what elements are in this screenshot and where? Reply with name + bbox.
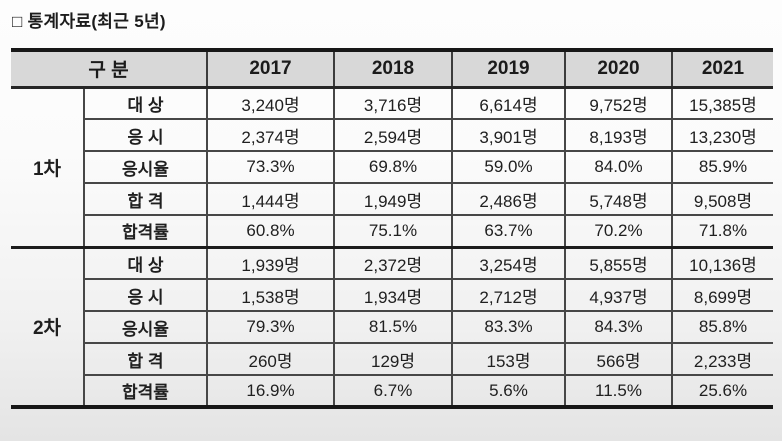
table-cell: 566명 xyxy=(564,342,672,375)
table-cell: 79.3% xyxy=(206,310,334,343)
table-header-row: 구 분 2017 2018 2019 2020 2021 xyxy=(11,50,773,89)
header-year-2020: 2020 xyxy=(564,50,672,89)
table-cell: 81.5% xyxy=(333,310,452,343)
table-row: 합 격 260명 129명 153명 566명 2,233명 xyxy=(11,342,773,375)
table-row: 응시율 73.3% 69.8% 59.0% 84.0% 85.9% xyxy=(11,150,773,183)
table-cell: 6.7% xyxy=(333,374,452,407)
section-label-2cha: 2차 xyxy=(11,245,84,407)
header-category: 구 분 xyxy=(11,50,207,89)
table-cell: 84.0% xyxy=(564,150,672,183)
table-cell: 84.3% xyxy=(564,310,672,343)
table-cell: 2,372명 xyxy=(333,245,452,279)
table-cell: 83.3% xyxy=(451,310,565,343)
row-label: 합격률 xyxy=(83,374,207,407)
table-cell: 1,538명 xyxy=(206,278,334,311)
table-cell: 5,855명 xyxy=(564,245,672,279)
table-cell: 70.2% xyxy=(564,214,672,247)
table-cell: 260명 xyxy=(206,342,334,375)
table-cell: 4,937명 xyxy=(564,278,672,311)
header-year-2017: 2017 xyxy=(206,50,334,89)
statistics-table: 구 분 2017 2018 2019 2020 2021 1차 대 상 3,24… xyxy=(11,48,773,409)
table-cell: 25.6% xyxy=(671,374,773,407)
table-row: 응 시 2,374명 2,594명 3,901명 8,193명 13,230명 xyxy=(11,118,773,151)
table-cell: 129명 xyxy=(333,342,452,375)
header-year-2019: 2019 xyxy=(451,50,565,89)
table-cell: 8,699명 xyxy=(671,278,773,311)
table-cell: 1,934명 xyxy=(333,278,452,311)
row-label: 합격률 xyxy=(83,214,207,247)
table-cell: 75.1% xyxy=(333,214,452,247)
table-cell: 85.8% xyxy=(671,310,773,343)
table-cell: 5.6% xyxy=(451,374,565,407)
page-title: □ 통계자료(최근 5년) xyxy=(12,12,166,31)
table-cell: 3,240명 xyxy=(206,86,334,119)
table-cell: 85.9% xyxy=(671,150,773,183)
table-cell: 16.9% xyxy=(206,374,334,407)
table-cell: 2,594명 xyxy=(333,118,452,151)
row-label: 응시율 xyxy=(83,310,207,343)
table-cell: 73.3% xyxy=(206,150,334,183)
row-label: 응 시 xyxy=(83,278,207,311)
table-cell: 60.8% xyxy=(206,214,334,247)
table-cell: 71.8% xyxy=(671,214,773,247)
table-row: 2차 대 상 1,939명 2,372명 3,254명 5,855명 10,13… xyxy=(11,245,773,407)
section-label-1cha: 1차 xyxy=(11,86,84,247)
table-cell: 13,230명 xyxy=(671,118,773,151)
table-cell: 1,949명 xyxy=(333,182,452,215)
table-row: 1차 대 상 3,240명 3,716명 6,614명 9,752명 15,38… xyxy=(11,86,773,247)
table-cell: 9,508명 xyxy=(671,182,773,215)
table-cell: 5,748명 xyxy=(564,182,672,215)
table-cell: 63.7% xyxy=(451,214,565,247)
table-row: 합 격 1,444명 1,949명 2,486명 5,748명 9,508명 xyxy=(11,182,773,215)
row-label: 합 격 xyxy=(83,182,207,215)
table-cell: 2,374명 xyxy=(206,118,334,151)
table-row: 응 시 1,538명 1,934명 2,712명 4,937명 8,699명 xyxy=(11,278,773,311)
row-label: 합 격 xyxy=(83,342,207,375)
table-cell: 3,901명 xyxy=(451,118,565,151)
row-label: 대 상 xyxy=(83,245,207,279)
table-cell: 2,712명 xyxy=(451,278,565,311)
table-cell: 2,233명 xyxy=(671,342,773,375)
table-row: 합격률 16.9% 6.7% 5.6% 11.5% 25.6% xyxy=(11,374,773,407)
table-row: 응시율 79.3% 81.5% 83.3% 84.3% 85.8% xyxy=(11,310,773,343)
table-cell: 69.8% xyxy=(333,150,452,183)
table-cell: 3,254명 xyxy=(451,245,565,279)
row-label: 대 상 xyxy=(83,86,207,119)
header-year-2021: 2021 xyxy=(671,50,773,89)
table-cell: 8,193명 xyxy=(564,118,672,151)
table-cell: 1,939명 xyxy=(206,245,334,279)
table-cell: 9,752명 xyxy=(564,86,672,119)
table-cell: 59.0% xyxy=(451,150,565,183)
table-cell: 6,614명 xyxy=(451,86,565,119)
table-cell: 15,385명 xyxy=(671,86,773,119)
table-cell: 10,136명 xyxy=(671,245,773,279)
table-cell: 11.5% xyxy=(564,374,672,407)
table-cell: 2,486명 xyxy=(451,182,565,215)
header-year-2018: 2018 xyxy=(333,50,452,89)
table-cell: 3,716명 xyxy=(333,86,452,119)
table-cell: 1,444명 xyxy=(206,182,334,215)
row-label: 응시율 xyxy=(83,150,207,183)
row-label: 응 시 xyxy=(83,118,207,151)
table-row: 합격률 60.8% 75.1% 63.7% 70.2% 71.8% xyxy=(11,214,773,247)
table-cell: 153명 xyxy=(451,342,565,375)
